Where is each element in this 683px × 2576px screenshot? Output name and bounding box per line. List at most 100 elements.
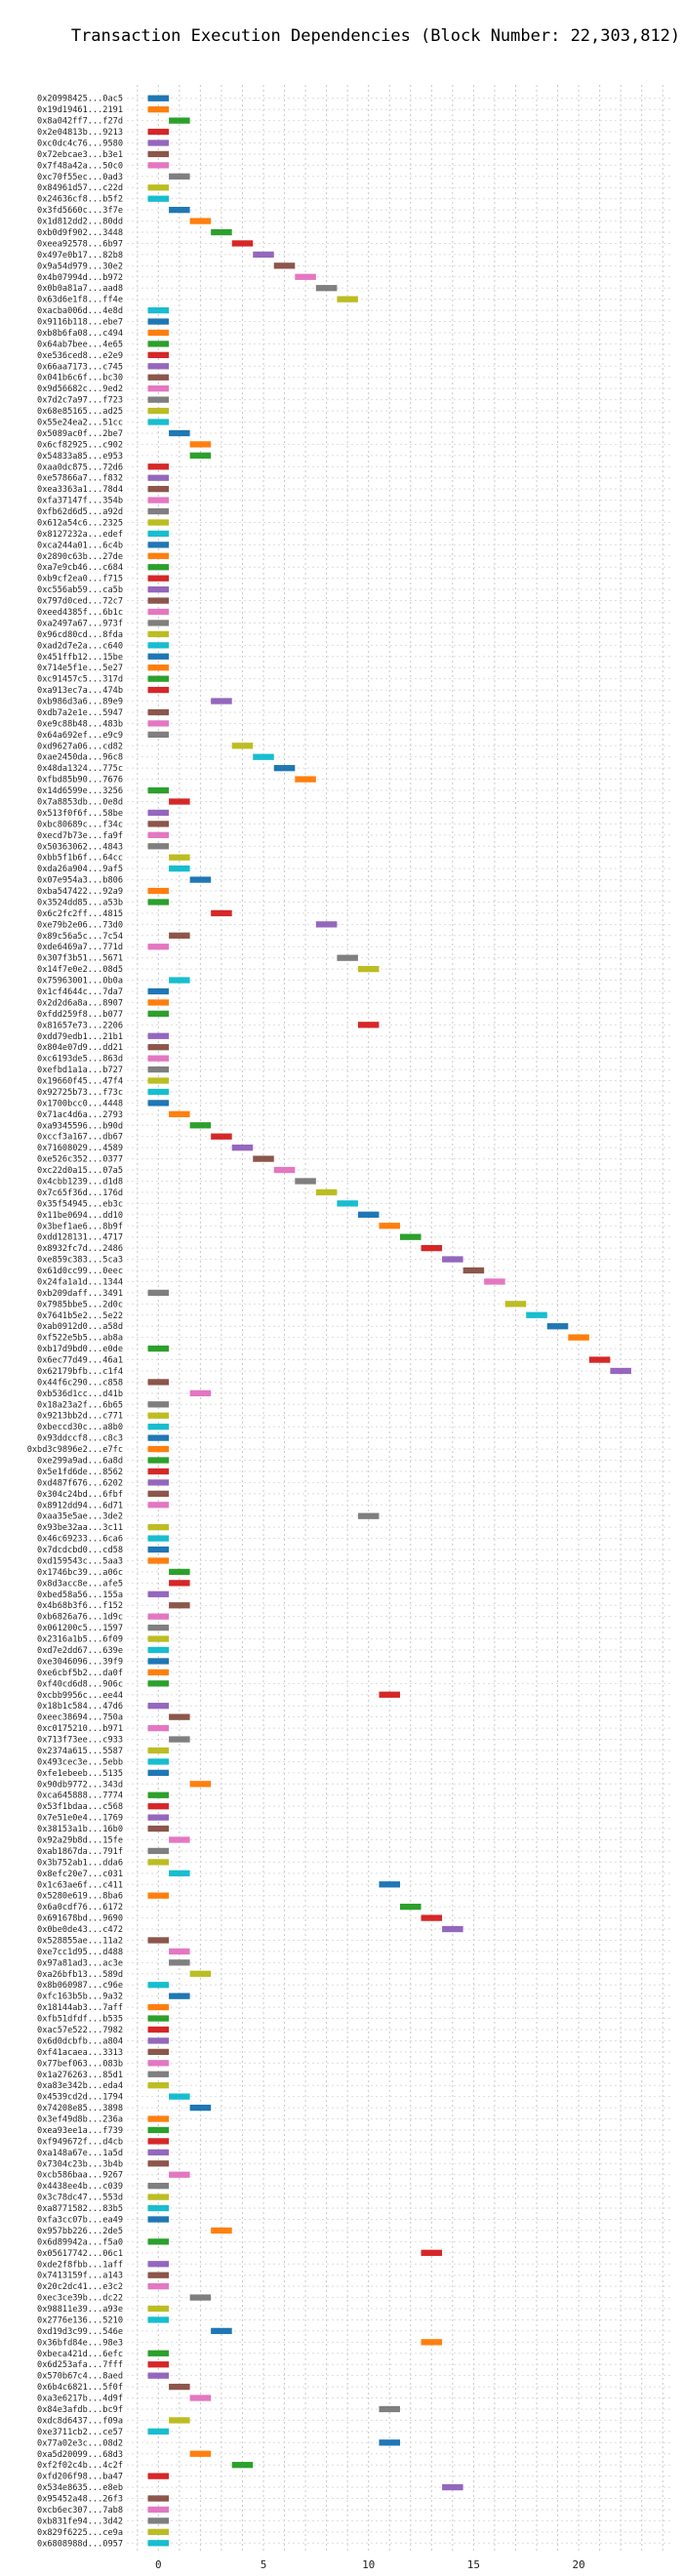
y-tick-label: 0xe526c352...0377: [37, 1155, 123, 1165]
y-tick-label: 0x6cf82925...c902: [37, 440, 123, 450]
y-tick-label: 0xea93ee1a...f739: [37, 2126, 123, 2136]
y-tick-label: 0xba547422...92a9: [37, 887, 123, 897]
bar: [400, 1233, 422, 1240]
y-tick-label: 0xde2f8fbb...1aff: [37, 2260, 123, 2270]
y-tick-label: 0xeea92578...6b97: [37, 239, 123, 249]
y-tick-label: 0x8efc20e7...c031: [37, 1870, 123, 1879]
y-tick-label: 0x92a29b8d...15fe: [37, 1836, 123, 1846]
bar: [211, 1133, 232, 1140]
y-tick-label: 0xaa0dc875...72d6: [37, 463, 123, 472]
bar: [295, 776, 316, 783]
bar: [189, 1389, 212, 1397]
y-tick-label: 0x18b1c584...47d6: [37, 1702, 123, 1711]
bar: [147, 1937, 170, 1944]
y-tick-label: 0x54833a85...e953: [37, 452, 123, 462]
y-tick-label: 0xe859c383...5ca3: [37, 1256, 123, 1266]
bar: [147, 1535, 170, 1542]
bar: [231, 2462, 254, 2469]
bar: [337, 954, 358, 961]
bar: [211, 2327, 232, 2335]
y-tick-label: 0x89c56a5c...7c54: [37, 932, 123, 942]
bar: [147, 106, 170, 113]
y-tick-label: 0x2316a1b5...6f09: [37, 1635, 123, 1645]
y-tick-label: 0x64ab7bee...4e65: [37, 340, 123, 349]
bar: [147, 2115, 170, 2122]
y-tick-label: 0x24636cf8...b5f2: [37, 195, 123, 205]
y-tick-label: 0x61d0cc99...0eec: [37, 1267, 123, 1276]
bar: [147, 2528, 170, 2535]
bar: [147, 2361, 170, 2368]
y-tick-label: 0xbc80689c...f34c: [37, 820, 123, 829]
bar: [357, 1512, 380, 1519]
y-tick-label: 0x7f48a42a...50c0: [37, 161, 123, 171]
y-tick-label: 0xfa37147f...354b: [37, 497, 123, 506]
y-tick-label: 0xc556ab59...ca5b: [37, 585, 123, 595]
bar: [147, 1066, 170, 1073]
bar: [147, 1468, 170, 1475]
bar: [147, 1635, 170, 1642]
y-tick-label: 0x5089ac0f...2be7: [37, 429, 123, 439]
bar: [147, 2160, 170, 2167]
bar: [147, 2048, 170, 2056]
y-tick-label: 0x6d253afa...7fff: [37, 2360, 123, 2370]
y-tick-label: 0xdd128131...4717: [37, 1233, 123, 1243]
y-tick-label: 0x493cec3e...5ebb: [37, 1757, 123, 1767]
bar: [357, 965, 380, 973]
bar: [526, 1311, 547, 1318]
bar: [147, 720, 170, 727]
y-tick-label: 0x1d812dd2...80dd: [37, 218, 123, 227]
bar: [147, 1557, 170, 1564]
y-tick-label: 0x71608029...4589: [37, 1144, 123, 1153]
bar: [169, 798, 190, 805]
y-tick-label: 0xcbb9956c...ee44: [37, 1691, 123, 1701]
bar: [147, 1032, 170, 1039]
y-tick-label: 0x11be0694...dd10: [37, 1211, 123, 1221]
bar: [147, 552, 170, 559]
bar: [147, 1088, 170, 1096]
y-tick-label: 0x7a8853db...0e8d: [37, 797, 123, 807]
bar: [421, 2339, 443, 2346]
bar: [147, 1680, 170, 1687]
y-tick-label: 0x48da1324...775c: [37, 764, 123, 774]
bar: [147, 2015, 170, 2022]
bars: [147, 95, 631, 2547]
bar: [147, 686, 170, 694]
bar: [169, 173, 190, 180]
bar: [147, 2082, 170, 2089]
y-tick-label: 0x534e8635...e8eb: [37, 2483, 123, 2493]
bar: [147, 2316, 170, 2323]
bar: [442, 1256, 463, 1263]
bar: [147, 1546, 170, 1553]
bar: [147, 899, 170, 906]
bar: [421, 1244, 443, 1252]
y-tick-label: 0xf41acaea...3313: [37, 2048, 123, 2058]
bar: [147, 1490, 170, 1497]
bar: [147, 474, 170, 481]
bar: [147, 1624, 170, 1631]
bar: [211, 698, 232, 704]
y-tick-label: 0x97a81ad3...ac3e: [37, 1958, 123, 1968]
y-tick-label: 0xeec38694...750a: [37, 1713, 123, 1723]
y-tick-label: 0xd19d3c99...546e: [37, 2327, 123, 2337]
bar: [189, 2395, 212, 2401]
y-tick-label: 0x53f1bdaa...c568: [37, 1802, 123, 1812]
bar: [147, 2238, 170, 2245]
y-tick-label: 0xb0d9f902...3448: [37, 228, 123, 238]
y-tick-label: 0xb6826a76...1d9c: [37, 1613, 123, 1623]
bar: [147, 731, 170, 738]
bar: [147, 821, 170, 827]
bar: [169, 1568, 190, 1576]
bar: [147, 2261, 170, 2268]
y-tick-label: 0x304c24bd...6fbf: [37, 1490, 123, 1500]
y-tick-label: 0xd7e2dd67...639e: [37, 1646, 123, 1656]
y-tick-label: 0xab1867da...791f: [37, 1847, 123, 1857]
y-tick-label: 0xcb6ec307...7ab8: [37, 2506, 123, 2516]
bar: [147, 507, 170, 515]
bar: [147, 1077, 170, 1084]
y-tick-label: 0x4539cd2d...1794: [37, 2093, 123, 2103]
bar: [421, 1914, 443, 1921]
y-tick-label: 0x7dcdcbd0...cd58: [37, 1546, 123, 1555]
bar: [147, 385, 170, 392]
y-tick-label: 0x74208e85...3898: [37, 2104, 123, 2113]
bar: [147, 809, 170, 817]
